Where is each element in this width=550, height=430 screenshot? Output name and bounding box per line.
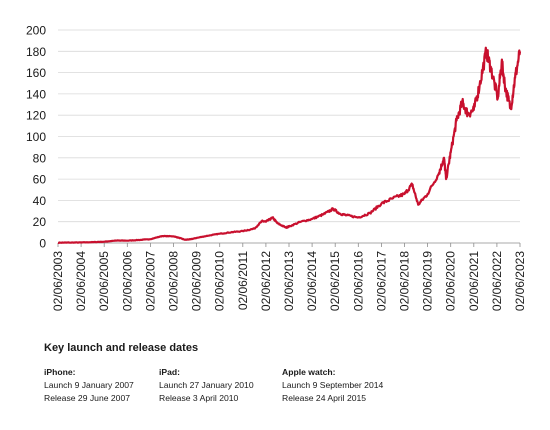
release-date: Release 29 June 2007	[44, 393, 131, 403]
x-tick-label: 02/06/2013	[282, 251, 296, 311]
launch-date: Launch 9 January 2007	[44, 380, 134, 390]
x-axis-tick-labels: 02/06/2003 02/06/2004 02/06/2005 02/06/2006…	[51, 251, 527, 311]
x-tick-label: 02/06/2023	[513, 251, 527, 311]
x-tick-label: 02/06/2011	[236, 251, 250, 310]
x-tick-label: 02/06/2005	[97, 251, 111, 311]
y-tick-label: 100	[26, 130, 46, 144]
y-tick-label: 60	[33, 173, 47, 187]
notes-iphone: iPhone: Launch 9 January 2007 Release 29…	[44, 366, 159, 405]
x-tick-label: 02/06/2004	[74, 251, 88, 311]
x-tick-label: 02/06/2017	[374, 251, 388, 311]
x-tick-label: 02/06/2020	[444, 251, 458, 311]
x-tick-label: 02/06/2007	[143, 251, 157, 311]
y-tick-label: 180	[26, 45, 46, 59]
x-tick-label: 02/06/2019	[421, 251, 435, 311]
launch-date: Launch 9 September 2014	[282, 380, 384, 390]
launch-date: Launch 27 January 2010	[159, 380, 254, 390]
x-tick-label: 02/06/2008	[167, 251, 181, 311]
x-tick-label: 02/06/2012	[259, 251, 273, 311]
release-date: Release 3 April 2010	[159, 393, 239, 403]
release-date: Release 24 April 2015	[282, 393, 367, 403]
x-tick-label: 02/06/2010	[213, 251, 227, 311]
x-tick-label: 02/06/2006	[120, 251, 134, 311]
y-tick-label: 160	[26, 66, 46, 80]
x-tick-label: 02/06/2014	[305, 251, 319, 311]
notes-columns: iPhone: Launch 9 January 2007 Release 29…	[44, 366, 544, 405]
launch-dates-notes: Key launch and release dates iPhone: Lau…	[44, 342, 544, 405]
y-tick-label: 20	[33, 215, 47, 229]
x-tick-label: 02/06/2021	[467, 251, 481, 311]
y-tick-label: 140	[26, 87, 46, 101]
product-name: iPhone:	[44, 367, 76, 377]
product-name: iPad:	[159, 367, 181, 377]
x-tick-label: 02/06/2015	[328, 251, 342, 311]
series-line	[57, 46, 522, 244]
x-tick-label: 02/06/2016	[351, 251, 365, 311]
y-tick-label: 120	[26, 109, 46, 123]
x-tick-label: 02/06/2009	[190, 251, 204, 311]
x-tick-label: 02/06/2018	[398, 251, 412, 311]
y-axis-tick-labels: 0 20 40 60 80 100 120 140 160 180 200	[26, 24, 46, 251]
notes-title: Key launch and release dates	[44, 342, 199, 354]
x-axis	[57, 242, 521, 247]
y-tick-label: 200	[26, 24, 46, 38]
notes-ipad: iPad: Launch 27 January 2010 Release 3 A…	[159, 366, 282, 405]
grid-lines	[58, 29, 520, 223]
x-tick-label: 02/06/2022	[490, 251, 504, 311]
x-tick-label: 02/06/2003	[51, 251, 65, 311]
y-tick-label: 80	[33, 151, 47, 165]
y-tick-label: 0	[39, 237, 46, 251]
y-tick-label: 40	[33, 194, 47, 208]
notes-apple-watch: Apple watch: Launch 9 September 2014 Rel…	[282, 366, 482, 405]
product-name: Apple watch:	[282, 367, 336, 377]
